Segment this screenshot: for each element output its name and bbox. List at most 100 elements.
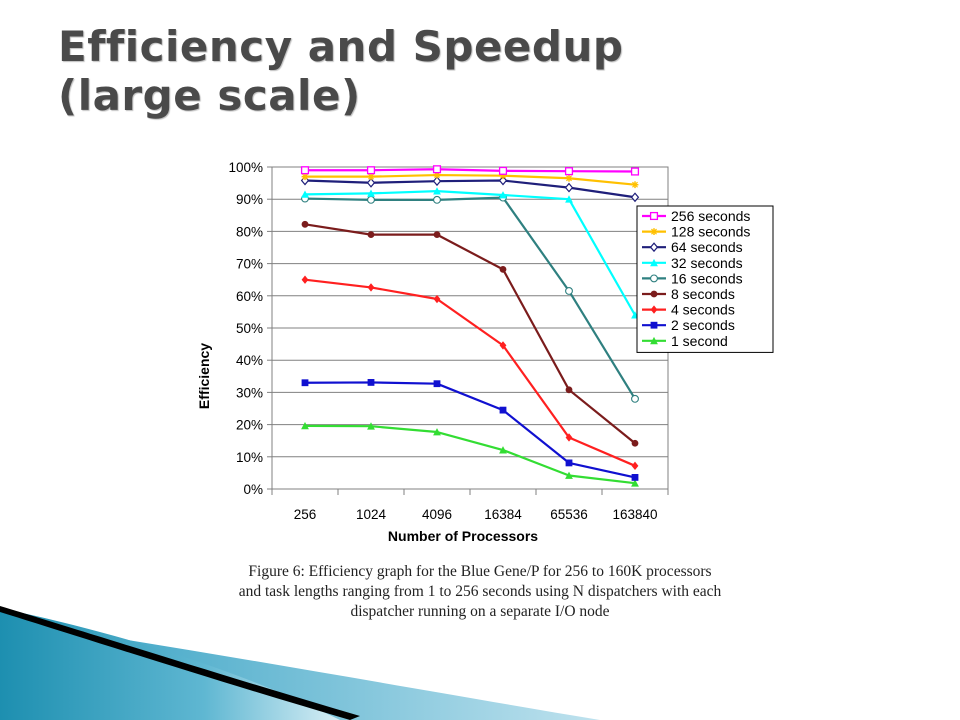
series-line-2-seconds [304, 381, 636, 479]
series-line-32-seconds [304, 190, 636, 316]
data-point-8-seconds [631, 439, 639, 447]
legend-swatch-marker [650, 336, 658, 345]
legend-swatch-marker [650, 228, 658, 235]
legend-swatch-marker [650, 290, 658, 298]
y-tick-label: 10% [236, 450, 263, 465]
x-tick-label: 65536 [550, 507, 588, 522]
data-point-128-seconds [301, 173, 309, 181]
series-line-8-seconds [304, 223, 636, 445]
caption-line-2: and task lengths ranging from 1 to 256 s… [238, 583, 722, 600]
caption-line-1: Figure 6: Efficiency graph for the Blue … [248, 563, 712, 580]
efficiency-chart: 0% 10% 20% 30% 40% 50% 60% 70% 80% 90% 100% 256 102… [196, 160, 774, 544]
y-tick-label: 100% [228, 160, 263, 175]
x-tick-label: 1024 [356, 507, 387, 522]
slide-title: Efficiency and Speedup (large scale) [58, 22, 758, 120]
series-line-1-second [304, 424, 636, 485]
y-axis-label: Efficiency [196, 343, 212, 409]
series-line-16-seconds [304, 196, 636, 400]
legend-entry-label: 4 seconds [671, 302, 735, 318]
data-point-8-seconds [433, 231, 441, 239]
series-line-128-seconds [305, 173, 636, 186]
y-tick-labels: 0% 10% 20% 30% 40% 50% 60% 70% 80% 90% 100% [228, 160, 263, 497]
figure-caption: Figure 6: Efficiency graph for the Blue … [180, 562, 780, 622]
data-point-4-seconds [367, 283, 375, 292]
x-tick-label: 256 [294, 507, 317, 522]
data-point-2-seconds [631, 474, 639, 481]
data-point-16-seconds [631, 394, 639, 403]
data-point-8-seconds [565, 386, 573, 394]
data-point-64-seconds [630, 192, 640, 203]
data-point-2-seconds [433, 380, 441, 388]
legend-swatch-marker [650, 305, 658, 314]
series-line-64-seconds [304, 179, 636, 199]
data-point-128-seconds [367, 173, 375, 181]
data-point-4-seconds [301, 275, 309, 284]
data-point-32-seconds [565, 195, 573, 203]
data-point-16-seconds [433, 195, 441, 204]
data-point-8-seconds [367, 231, 375, 239]
legend-swatch-marker [649, 211, 659, 221]
x-tick-labels: 256 1024 4096 16384 65536 163840 [294, 507, 658, 522]
data-point-4-seconds [499, 341, 507, 350]
data-point-32-seconds [301, 190, 309, 198]
data-point-64-seconds [498, 175, 508, 186]
data-point-1-second [631, 479, 639, 487]
title-line-1: Efficiency and Speedup [58, 22, 624, 71]
data-point-256-seconds [630, 167, 640, 176]
data-point-64-seconds [564, 182, 574, 193]
data-point-256-seconds [564, 167, 574, 176]
data-point-2-seconds [565, 459, 573, 467]
data-point-256-seconds [432, 165, 442, 174]
x-tick-label: 163840 [612, 507, 657, 522]
data-point-1-second [433, 428, 441, 436]
legend-entry-label: 1 second [671, 333, 728, 349]
data-point-16-seconds [565, 287, 573, 295]
y-tick-label: 70% [236, 257, 263, 272]
data-point-8-seconds [499, 265, 507, 273]
data-point-32-seconds [499, 191, 507, 199]
data-point-32-seconds [367, 189, 375, 197]
data-point-1-second [301, 421, 309, 430]
data-point-1-second [367, 422, 375, 430]
x-tick-label: 4096 [422, 507, 452, 522]
legend-entry-label: 256 seconds [671, 208, 750, 224]
x-tick-label: 16384 [484, 507, 522, 522]
data-point-1-second [499, 446, 507, 454]
legend-entry-label: 128 seconds [671, 224, 750, 240]
data-point-4-seconds [565, 433, 573, 442]
data-point-128-seconds [433, 171, 441, 179]
data-point-64-seconds [432, 176, 442, 187]
data-point-16-seconds [367, 195, 375, 204]
legend-entry-label: 8 seconds [671, 286, 735, 302]
legend-entry-label: 32 seconds [671, 255, 743, 271]
legend-entry-label: 64 seconds [671, 239, 743, 255]
data-point-256-seconds [498, 166, 508, 175]
y-tick-label: 20% [236, 418, 263, 433]
data-point-64-seconds [366, 177, 376, 188]
legend-swatch-marker [650, 321, 658, 329]
legend-entry-label: 2 seconds [671, 317, 735, 333]
series-group [300, 165, 640, 487]
y-tick-label: 40% [236, 353, 263, 368]
grid-lines [267, 166, 669, 495]
wave-stripe-dark [0, 606, 360, 720]
y-tick-label: 0% [243, 482, 263, 497]
x-axis-label: Number of Processors [388, 528, 538, 544]
series-line-4-seconds [304, 278, 636, 467]
y-tick-label: 30% [236, 385, 263, 400]
y-tick-label: 80% [236, 224, 263, 239]
data-point-256-seconds [300, 166, 310, 175]
legend-swatch-marker [649, 242, 659, 253]
data-point-256-seconds [366, 166, 376, 175]
y-tick-label: 90% [236, 192, 263, 207]
data-point-2-seconds [367, 379, 375, 386]
legend-swatch-marker [650, 258, 658, 267]
data-point-1-second [565, 471, 573, 479]
data-point-32-seconds [433, 187, 441, 195]
data-point-4-seconds [631, 461, 639, 471]
legend-swatch-marker [650, 274, 658, 283]
data-point-8-seconds [301, 220, 309, 228]
data-point-2-seconds [499, 406, 507, 414]
